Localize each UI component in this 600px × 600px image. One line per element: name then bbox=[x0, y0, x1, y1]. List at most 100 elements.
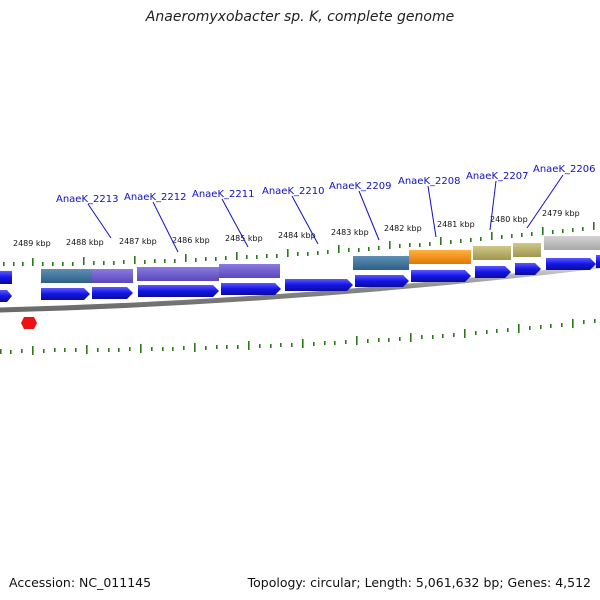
outer-tick bbox=[593, 222, 595, 230]
outer-tick bbox=[429, 242, 431, 246]
cds-block[interactable] bbox=[0, 271, 12, 284]
leader-line bbox=[152, 201, 179, 253]
outer-tick bbox=[174, 259, 176, 263]
inner-tick bbox=[442, 334, 444, 338]
outer-tick bbox=[389, 241, 391, 249]
inner-tick bbox=[594, 319, 596, 323]
cds-arrow[interactable] bbox=[41, 288, 90, 300]
kbp-label: 2488 kbp bbox=[66, 238, 104, 247]
feature-gray[interactable] bbox=[544, 236, 600, 250]
outer-tick bbox=[327, 250, 329, 254]
cds-block[interactable] bbox=[596, 255, 600, 268]
outer-tick bbox=[195, 258, 197, 262]
feature-anaek-2211[interactable] bbox=[219, 264, 280, 278]
outer-tick bbox=[225, 256, 227, 260]
kbp-label: 2480 kbp bbox=[490, 215, 528, 224]
feature-anaek-2213-domain[interactable] bbox=[41, 269, 92, 283]
inner-tick bbox=[75, 348, 77, 352]
outer-tick bbox=[542, 227, 544, 235]
kbp-labels: 2489 kbp 2488 kbp 2487 kbp 2486 kbp 2485… bbox=[13, 209, 580, 248]
outer-tick bbox=[297, 252, 299, 256]
inner-tick bbox=[464, 329, 466, 338]
leader-line bbox=[427, 185, 437, 238]
outer-tick bbox=[123, 260, 125, 264]
outer-tick bbox=[83, 257, 85, 265]
inner-tick bbox=[432, 335, 434, 339]
inner-ruler bbox=[0, 319, 596, 355]
outer-tick bbox=[52, 262, 54, 266]
inner-tick bbox=[345, 340, 347, 344]
kbp-label: 2486 kbp bbox=[172, 236, 210, 245]
inner-tick bbox=[453, 333, 455, 337]
cds-arrow[interactable] bbox=[546, 258, 596, 270]
feature-anaek-2209[interactable] bbox=[353, 256, 409, 270]
feature-anaek-2208[interactable] bbox=[409, 250, 471, 264]
inner-tick bbox=[388, 338, 390, 342]
outer-tick bbox=[378, 246, 380, 250]
gene-label[interactable]: AnaeK_2207 bbox=[466, 171, 528, 182]
gene-label[interactable]: AnaeK_2210 bbox=[262, 186, 324, 197]
inner-tick bbox=[0, 349, 2, 354]
cds-arrow[interactable] bbox=[515, 263, 541, 275]
leader-line bbox=[87, 203, 112, 239]
gene-label[interactable]: AnaeK_2206 bbox=[533, 164, 595, 175]
feature-anaek-2207[interactable] bbox=[473, 246, 511, 260]
outer-tick bbox=[409, 243, 411, 247]
gene-label[interactable]: AnaeK_2208 bbox=[398, 176, 460, 187]
outer-tick bbox=[582, 227, 584, 231]
leader-line bbox=[291, 195, 319, 245]
inner-tick bbox=[507, 328, 509, 332]
cds-arrow[interactable] bbox=[285, 279, 353, 291]
outer-tick bbox=[572, 228, 574, 232]
cds-arrow[interactable] bbox=[221, 283, 281, 295]
cds-arrow[interactable] bbox=[92, 287, 133, 299]
inner-tick bbox=[561, 323, 563, 327]
inner-tick bbox=[248, 341, 250, 350]
cds-track[interactable] bbox=[0, 255, 600, 302]
kbp-label: 2483 kbp bbox=[331, 228, 369, 237]
inner-tick bbox=[32, 346, 34, 355]
gene-label[interactable]: AnaeK_2212 bbox=[124, 192, 186, 203]
kbp-label: 2482 kbp bbox=[384, 224, 422, 233]
gene-label[interactable]: AnaeK_2211 bbox=[192, 189, 254, 200]
inner-tick bbox=[140, 344, 142, 353]
inner-tick bbox=[21, 349, 23, 353]
gene-label[interactable]: AnaeK_2213 bbox=[56, 194, 118, 205]
cds-arrow[interactable] bbox=[355, 275, 409, 287]
inner-tick bbox=[518, 324, 520, 333]
inner-tick bbox=[583, 320, 585, 324]
outer-tick bbox=[531, 232, 533, 236]
feature-anaek-2213[interactable] bbox=[92, 269, 133, 283]
outer-tick bbox=[562, 229, 564, 233]
inner-tick bbox=[10, 350, 12, 354]
outer-tick bbox=[368, 247, 370, 251]
inner-tick bbox=[421, 335, 423, 339]
outer-tick bbox=[358, 248, 360, 252]
cds-arrow[interactable] bbox=[411, 270, 471, 282]
inner-tick bbox=[237, 345, 239, 349]
feature-anaek-2212[interactable] bbox=[137, 267, 219, 281]
kbp-label: 2487 kbp bbox=[119, 237, 157, 246]
inner-tick bbox=[540, 325, 542, 329]
cds-arrow[interactable] bbox=[138, 285, 219, 297]
inner-tick bbox=[216, 345, 218, 349]
outer-tick bbox=[419, 243, 421, 247]
outer-tick bbox=[22, 262, 24, 266]
cds-arrow[interactable] bbox=[0, 290, 12, 302]
genome-title: Anaeromyxobacter sp. K, complete genome bbox=[145, 9, 455, 25]
outer-tick bbox=[13, 262, 15, 266]
inner-tick bbox=[118, 348, 120, 352]
inner-tick bbox=[410, 333, 412, 342]
inner-tick bbox=[486, 330, 488, 334]
gene-label[interactable]: AnaeK_2209 bbox=[329, 181, 391, 192]
leader-line bbox=[221, 198, 249, 248]
inner-tick bbox=[529, 326, 531, 330]
outer-tick bbox=[103, 261, 105, 265]
outer-tick bbox=[480, 237, 482, 241]
feature-anaek-2206[interactable] bbox=[513, 243, 541, 257]
cds-arrow[interactable] bbox=[475, 266, 511, 278]
outer-tick bbox=[164, 259, 166, 263]
outer-tick bbox=[307, 252, 309, 256]
reverse-strand-marker[interactable] bbox=[21, 317, 37, 329]
